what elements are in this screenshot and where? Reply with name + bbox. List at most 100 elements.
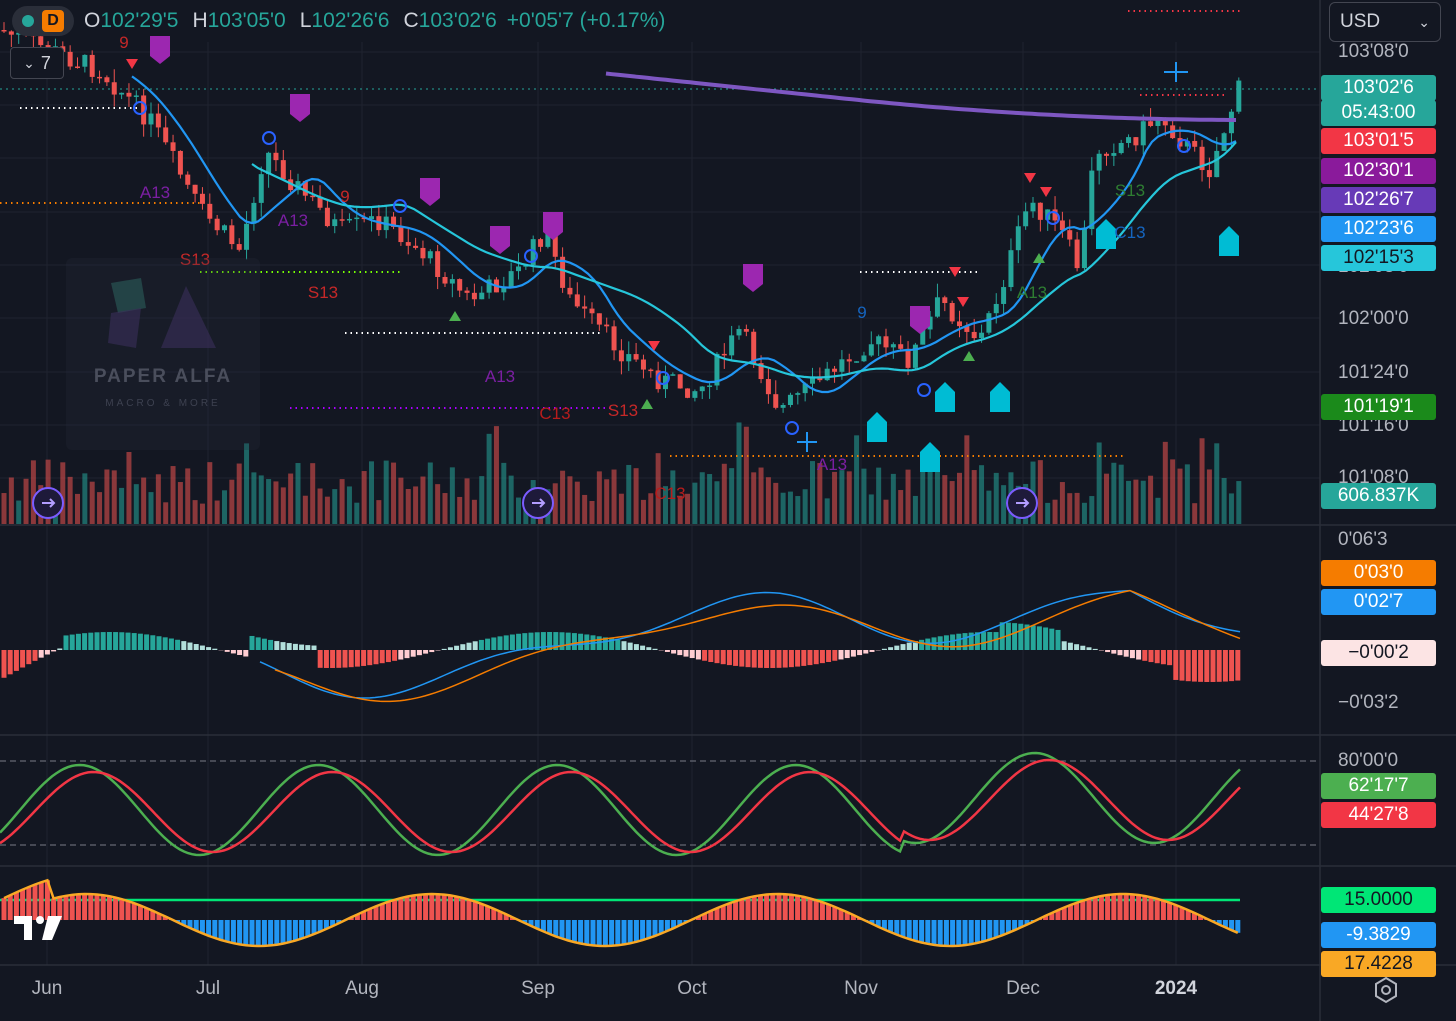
osc-histogram-bar: [150, 910, 156, 920]
volume-bar: [126, 451, 132, 524]
volume-bar: [993, 472, 999, 524]
candle-body: [979, 332, 985, 339]
ohlc-value: 103'02'6: [418, 9, 497, 32]
osc-histogram-bar: [1111, 894, 1117, 920]
arrow-right-icon: [42, 498, 56, 508]
symbol-status-pill[interactable]: D: [12, 6, 74, 36]
osc-histogram-bar: [354, 914, 360, 920]
osc-histogram-bar: [584, 920, 590, 945]
candle-body: [1133, 137, 1139, 146]
interval-badge[interactable]: D: [42, 10, 64, 32]
volume-bar: [141, 477, 147, 524]
stoch-d-line: [0, 758, 1241, 854]
volume-bar: [244, 443, 250, 524]
macd-histogram-bar: [1136, 650, 1142, 660]
candle-body: [611, 326, 617, 351]
macd-histogram-bar: [305, 645, 311, 650]
candle-body: [369, 216, 374, 220]
candle-body: [618, 350, 624, 362]
candle-body: [8, 31, 14, 35]
settings-gear-icon[interactable]: [1370, 974, 1402, 1006]
osc-histogram-bar: [832, 906, 838, 920]
candle-body: [332, 219, 338, 227]
macd-histogram-bar: [900, 644, 906, 650]
volume-bar: [582, 494, 588, 524]
osc-histogram-bar: [795, 895, 801, 920]
candle-body: [1081, 229, 1087, 269]
ma-slow-line: [605, 71, 1236, 122]
candle-body: [773, 394, 779, 408]
osc-histogram-bar: [447, 895, 453, 920]
osc-histogram-bar: [776, 894, 782, 920]
volume-bar: [82, 473, 88, 524]
osc-histogram-bar: [193, 920, 199, 931]
volume-bar: [1001, 485, 1007, 524]
volume-bar: [846, 471, 852, 524]
indicators-toggle-button[interactable]: ⌄ 7: [10, 47, 64, 79]
osc-histogram-bar: [441, 894, 447, 920]
osc-histogram-bar: [578, 920, 584, 944]
candle-body: [199, 193, 205, 204]
volume-bar: [324, 496, 330, 524]
macd-histogram-bar: [534, 632, 540, 650]
candle-body: [155, 113, 161, 128]
osc-histogram-bar: [1148, 897, 1154, 920]
signal-label: S13: [180, 250, 210, 269]
volume-bar: [1184, 464, 1190, 524]
candle-body: [640, 359, 646, 370]
macd-histogram-bar: [1167, 650, 1173, 666]
macd-histogram-bar: [51, 650, 57, 652]
volume-bar: [765, 477, 771, 524]
macd-histogram-bar: [230, 650, 236, 654]
osc-histogram-bar: [1, 898, 7, 920]
volume-bar: [170, 466, 176, 524]
sell-flag-marker: [910, 306, 930, 334]
currency-select[interactable]: USD ⌄: [1329, 2, 1441, 42]
osc-histogram-bar: [894, 920, 900, 935]
candle-body: [273, 152, 279, 161]
volume-bar: [207, 462, 213, 524]
candle-body: [729, 335, 735, 356]
macd-histogram-bar: [342, 650, 348, 668]
up-triangle-icon: [963, 351, 975, 361]
macd-histogram-bar: [206, 647, 212, 650]
candle-body: [82, 54, 88, 67]
sell-flag-marker: [420, 178, 440, 206]
sell-flag-marker: [490, 226, 510, 254]
time-tick: 2024: [1154, 978, 1198, 999]
macd-histogram-bar: [1123, 650, 1129, 657]
candle-body: [802, 383, 808, 394]
candle-body: [1030, 202, 1036, 212]
osc-histogram-bar: [757, 895, 763, 920]
macd-histogram-bar: [187, 642, 193, 650]
price-tag: 606.837K: [1321, 483, 1436, 509]
osc-histogram-bar: [398, 898, 404, 920]
osc-histogram-bar: [739, 899, 745, 920]
candle-body: [714, 353, 720, 386]
osc-histogram-bar: [1198, 915, 1204, 920]
macd-histogram-bar: [472, 641, 478, 650]
osc-histogram-bar: [460, 897, 466, 920]
osc-histogram-bar: [900, 920, 906, 937]
volume-bar: [23, 478, 29, 524]
watermark-name: PAPER ALFA: [93, 366, 233, 387]
watermark-tagline: MACRO & MORE: [105, 398, 221, 409]
candle-body: [787, 394, 793, 405]
candle-body: [824, 368, 830, 381]
volume-bar: [471, 499, 477, 524]
candle-body: [868, 344, 874, 356]
osc-histogram-bar: [937, 920, 943, 946]
volume-bar: [736, 422, 742, 524]
osc-histogram-bar: [1117, 894, 1123, 920]
candle-body: [677, 374, 683, 389]
osc-histogram-bar: [962, 920, 968, 946]
candle-body: [442, 276, 448, 284]
arrow-right-icon: [1016, 498, 1030, 508]
osc-histogram-bar: [206, 920, 212, 936]
volume-bar: [692, 482, 698, 524]
candle-body: [229, 225, 235, 245]
volume-bar: [60, 462, 66, 524]
macd-histogram-bar: [1067, 642, 1073, 650]
macd-histogram-bar: [1216, 650, 1222, 682]
